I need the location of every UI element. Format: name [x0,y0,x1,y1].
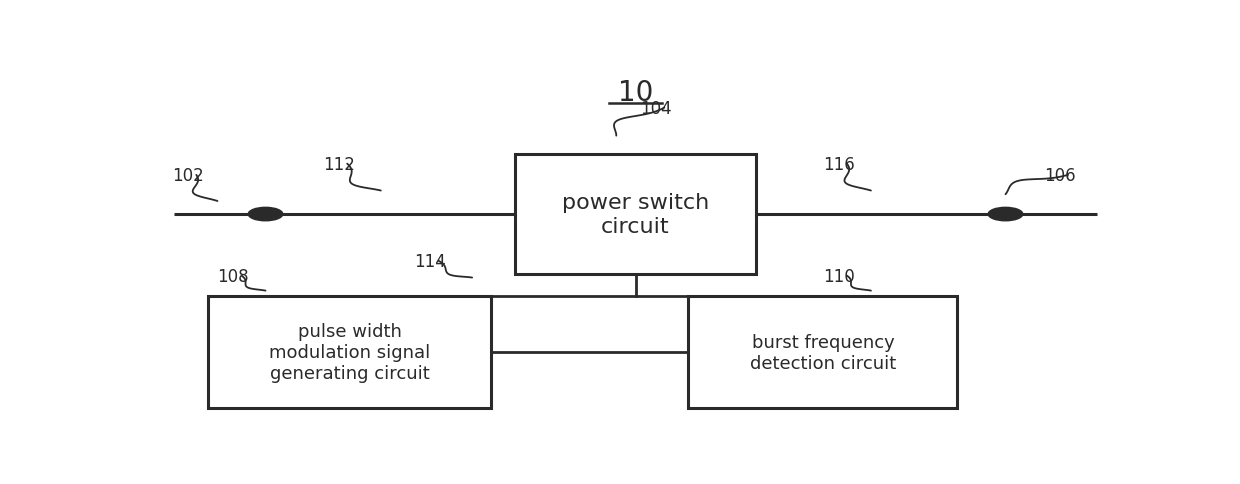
Circle shape [248,208,283,221]
Text: 110: 110 [823,267,854,285]
FancyBboxPatch shape [208,297,491,408]
Text: power switch
circuit: power switch circuit [562,193,709,236]
Text: 104: 104 [640,99,672,118]
Text: 114: 114 [414,252,446,270]
Text: 102: 102 [172,166,205,184]
FancyBboxPatch shape [688,297,957,408]
Text: 106: 106 [1044,166,1075,184]
Text: burst frequency
detection circuit: burst frequency detection circuit [750,333,897,372]
Text: pulse width
modulation signal
generating circuit: pulse width modulation signal generating… [269,323,430,382]
Text: 116: 116 [823,155,854,173]
FancyBboxPatch shape [516,155,755,274]
Text: 112: 112 [324,155,355,173]
Text: 10: 10 [618,78,653,106]
Text: 108: 108 [217,267,249,285]
Circle shape [988,208,1023,221]
